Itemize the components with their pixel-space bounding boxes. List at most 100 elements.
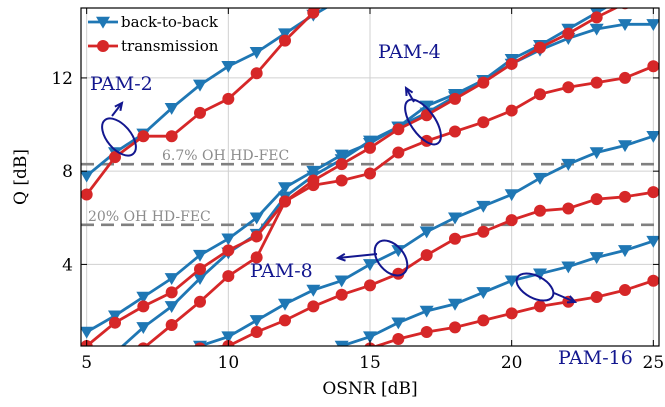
data-point [534, 300, 546, 313]
legend-item-back-to-back: back-to-back [88, 13, 219, 31]
annotation-pam-2: PAM-2 [90, 73, 153, 157]
annotation-arrowhead [335, 252, 346, 262]
data-point [363, 259, 377, 272]
data-point [505, 57, 518, 70]
data-point [647, 186, 659, 199]
data-point [278, 182, 292, 195]
legend: back-to-back transmission [88, 13, 219, 55]
annotation-arrow [111, 102, 123, 117]
data-point [250, 67, 263, 80]
annotation-label: PAM-2 [90, 73, 153, 95]
data-point [81, 188, 93, 201]
data-point [561, 158, 576, 171]
data-point [249, 212, 264, 225]
series-line [85, 8, 329, 177]
data-point [505, 214, 518, 227]
annotation-pam-4: PAM-4 [378, 41, 442, 146]
data-point [164, 301, 179, 314]
data-point [306, 165, 321, 178]
data-point [646, 130, 659, 143]
y-tick-label: 8 [62, 162, 73, 182]
data-point [533, 268, 547, 281]
data-point [392, 267, 405, 280]
data-point [278, 28, 292, 41]
data-point [194, 342, 206, 346]
legend-item-transmission: transmission [88, 37, 219, 55]
data-point [534, 88, 546, 101]
series-pam-16-back-to-back [334, 235, 659, 346]
annotation-ellipse [101, 117, 137, 157]
data-point [307, 300, 320, 313]
data-point [108, 310, 122, 323]
data-point [420, 326, 433, 339]
x-tick-label: 5 [81, 353, 92, 373]
x-tick-label: 25 [643, 353, 665, 373]
data-point [279, 195, 291, 208]
data-point [137, 300, 150, 313]
data-point [618, 245, 632, 258]
data-point [590, 291, 603, 304]
series-layer [81, 0, 659, 378]
data-point [164, 273, 179, 286]
data-point [335, 0, 349, 5]
series-pam-8-transmission [81, 8, 629, 346]
annotation-label: PAM-4 [378, 41, 441, 63]
data-point [334, 340, 349, 346]
data-point [449, 125, 461, 138]
data-point [194, 106, 206, 119]
data-point [562, 81, 575, 94]
annotation-ellipse [515, 272, 555, 302]
data-point [477, 76, 490, 89]
x-axis-label: OSNR [dB] [322, 379, 417, 399]
data-point [505, 104, 518, 117]
data-point [476, 287, 491, 300]
data-point [136, 322, 151, 335]
data-point [364, 279, 376, 292]
data-point [419, 226, 434, 239]
data-point [165, 286, 178, 299]
data-point [222, 244, 235, 257]
data-point [589, 147, 604, 160]
data-point [335, 174, 348, 187]
data-point [477, 116, 490, 129]
data-point [97, 40, 109, 52]
x-tick-label: 10 [218, 353, 240, 373]
data-point [109, 151, 121, 164]
data-point [448, 212, 462, 225]
data-point [562, 27, 575, 40]
ticks: 5 10 15 20 25 4 8 12 [51, 8, 664, 373]
data-point [647, 274, 659, 287]
data-point [504, 189, 519, 202]
annotation-label: PAM-8 [250, 260, 313, 282]
data-point [109, 366, 121, 378]
data-point [618, 19, 632, 31]
data-point [590, 193, 603, 206]
annotation-arrowhead [566, 295, 578, 304]
annotation-pam-8: PAM-8 [250, 239, 409, 282]
annotation-layer: PAM-2 PAM-4 PAM-8 PAM-16 [90, 41, 633, 369]
series-pam-8-transmission [194, 186, 659, 346]
data-point [165, 130, 178, 143]
data-point [165, 319, 178, 332]
data-point [193, 249, 207, 262]
data-point [334, 275, 349, 288]
data-point [278, 298, 292, 311]
data-point [589, 23, 604, 36]
legend-label: transmission [121, 37, 219, 55]
data-point [505, 307, 518, 320]
data-point [619, 71, 631, 84]
data-point [335, 158, 348, 171]
data-point [193, 273, 207, 286]
data-point [562, 202, 575, 215]
data-point [164, 102, 179, 115]
data-point [221, 61, 236, 73]
data-point [391, 317, 406, 330]
x-tick-label: 15 [359, 353, 381, 373]
data-point [618, 140, 632, 153]
data-point [279, 34, 291, 47]
data-point [279, 314, 291, 327]
data-point [533, 172, 547, 185]
data-point [194, 295, 206, 308]
data-point [476, 200, 491, 213]
x-tick-label: 20 [501, 353, 523, 373]
